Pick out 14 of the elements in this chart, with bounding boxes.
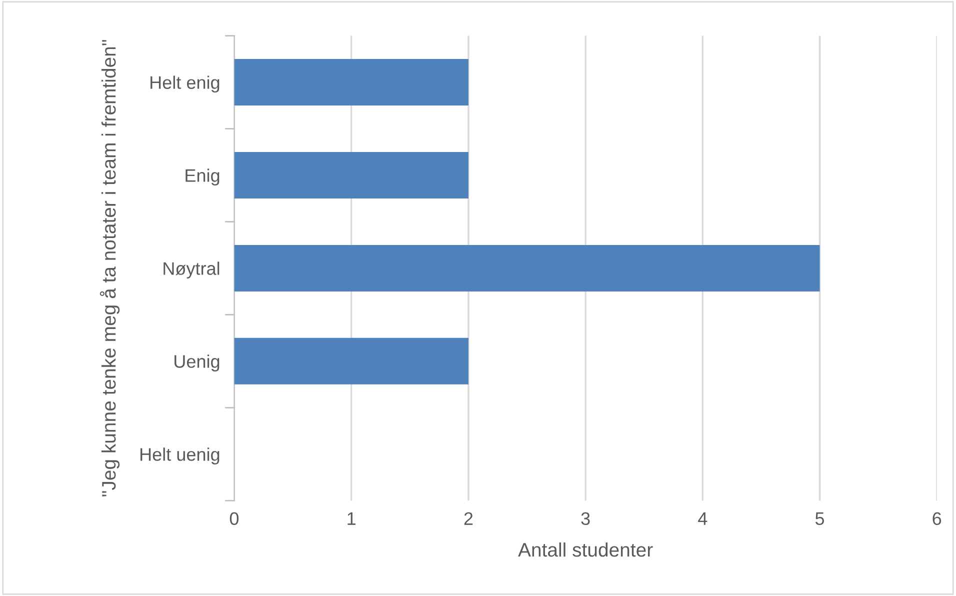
x-tick-label: 2 [464, 512, 473, 525]
y-tick-label: Nøytral [164, 262, 220, 278]
y-tick-label: Enig [186, 168, 220, 186]
y-tick-label: Helt enig [150, 76, 220, 93]
x-tick-label: 3 [581, 512, 590, 526]
x-tick-label: 5 [815, 512, 824, 526]
x-tick-label: 6 [932, 512, 942, 526]
x-tick-label: 1 [348, 512, 356, 525]
y-axis-title: "Jeg kunne tenke meg å ta notater i team i fremtiden" [100, 40, 120, 496]
y-tick-label: Helt uenig [140, 448, 220, 464]
x-tick-label: 4 [698, 512, 708, 525]
x-tick-label: 0 [230, 512, 239, 526]
y-tick-label: Uenig [174, 354, 220, 372]
x-axis-title: Antall studenter [518, 542, 653, 557]
